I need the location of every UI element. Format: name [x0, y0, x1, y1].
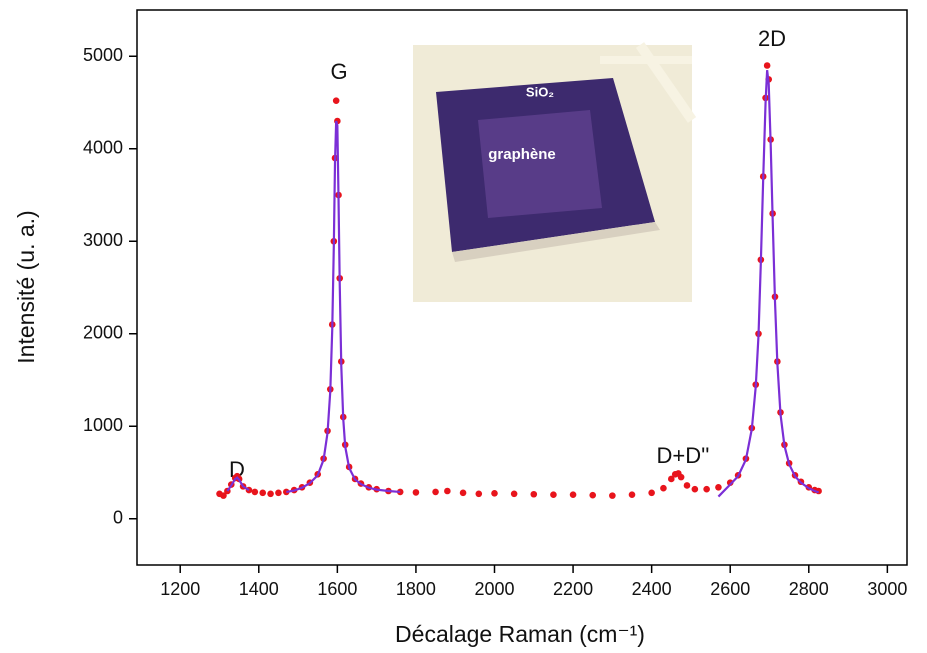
y-tick-label: 5000	[83, 45, 123, 65]
data-point	[459, 489, 467, 497]
data-point	[691, 485, 699, 493]
data-point	[275, 489, 282, 497]
inset-graphene	[478, 110, 602, 218]
y-tick-label: 3000	[83, 230, 123, 250]
inset-label: graphène	[488, 146, 556, 163]
peak-annotation: D+D''	[656, 443, 709, 468]
data-point	[475, 490, 483, 498]
data-point	[432, 488, 439, 496]
data-point	[589, 491, 597, 499]
y-tick-label: 4000	[83, 138, 123, 158]
data-point	[412, 489, 420, 496]
y-tick-label: 2000	[83, 323, 123, 343]
inset-wafer-edge	[452, 222, 660, 262]
data-point	[628, 491, 636, 499]
data-point	[491, 490, 498, 497]
data-point	[550, 491, 557, 499]
x-tick-label: 1800	[396, 579, 436, 599]
inset-photo: SiO₂ graphène	[413, 42, 697, 302]
x-axis-label: Décalage Raman (cm⁻¹)	[395, 621, 645, 647]
data-point	[220, 492, 227, 499]
data-point	[609, 492, 616, 499]
data-point	[648, 489, 655, 497]
x-tick-label: 1200	[160, 579, 200, 599]
data-point	[703, 485, 710, 493]
data-point	[267, 490, 274, 498]
data-point	[251, 488, 259, 496]
data-point	[677, 473, 685, 481]
peak-annotation: 2D	[758, 26, 786, 51]
x-tick-label: 2200	[553, 579, 593, 599]
data-point	[332, 97, 340, 104]
x-tick-label: 3000	[867, 579, 907, 599]
x-tick-label: 2800	[789, 579, 829, 599]
x-tick-label: 1600	[317, 579, 357, 599]
data-point	[259, 489, 267, 497]
data-point	[510, 490, 518, 498]
y-tick-label: 0	[113, 508, 123, 528]
data-point	[396, 488, 404, 496]
x-tick-label: 2600	[710, 579, 750, 599]
x-tick-label: 2400	[632, 579, 672, 599]
fit-line	[226, 69, 819, 498]
data-point	[444, 487, 451, 495]
data-point	[569, 491, 577, 499]
data-point	[683, 482, 691, 489]
data-point	[282, 488, 290, 496]
peak-annotation: D	[229, 457, 245, 482]
peak-annotation: G	[330, 59, 347, 84]
inset-label: SiO₂	[526, 84, 554, 99]
x-tick-label: 1400	[239, 579, 279, 599]
y-axis-label: Intensité (u. a.)	[13, 210, 39, 363]
data-point	[660, 484, 667, 492]
data-point	[667, 475, 675, 483]
data-point	[530, 490, 538, 498]
y-tick-label: 1000	[83, 415, 123, 435]
data-point	[763, 62, 771, 69]
plot-frame	[136, 9, 908, 566]
x-tick-label: 2000	[474, 579, 514, 599]
data-point	[715, 484, 722, 491]
